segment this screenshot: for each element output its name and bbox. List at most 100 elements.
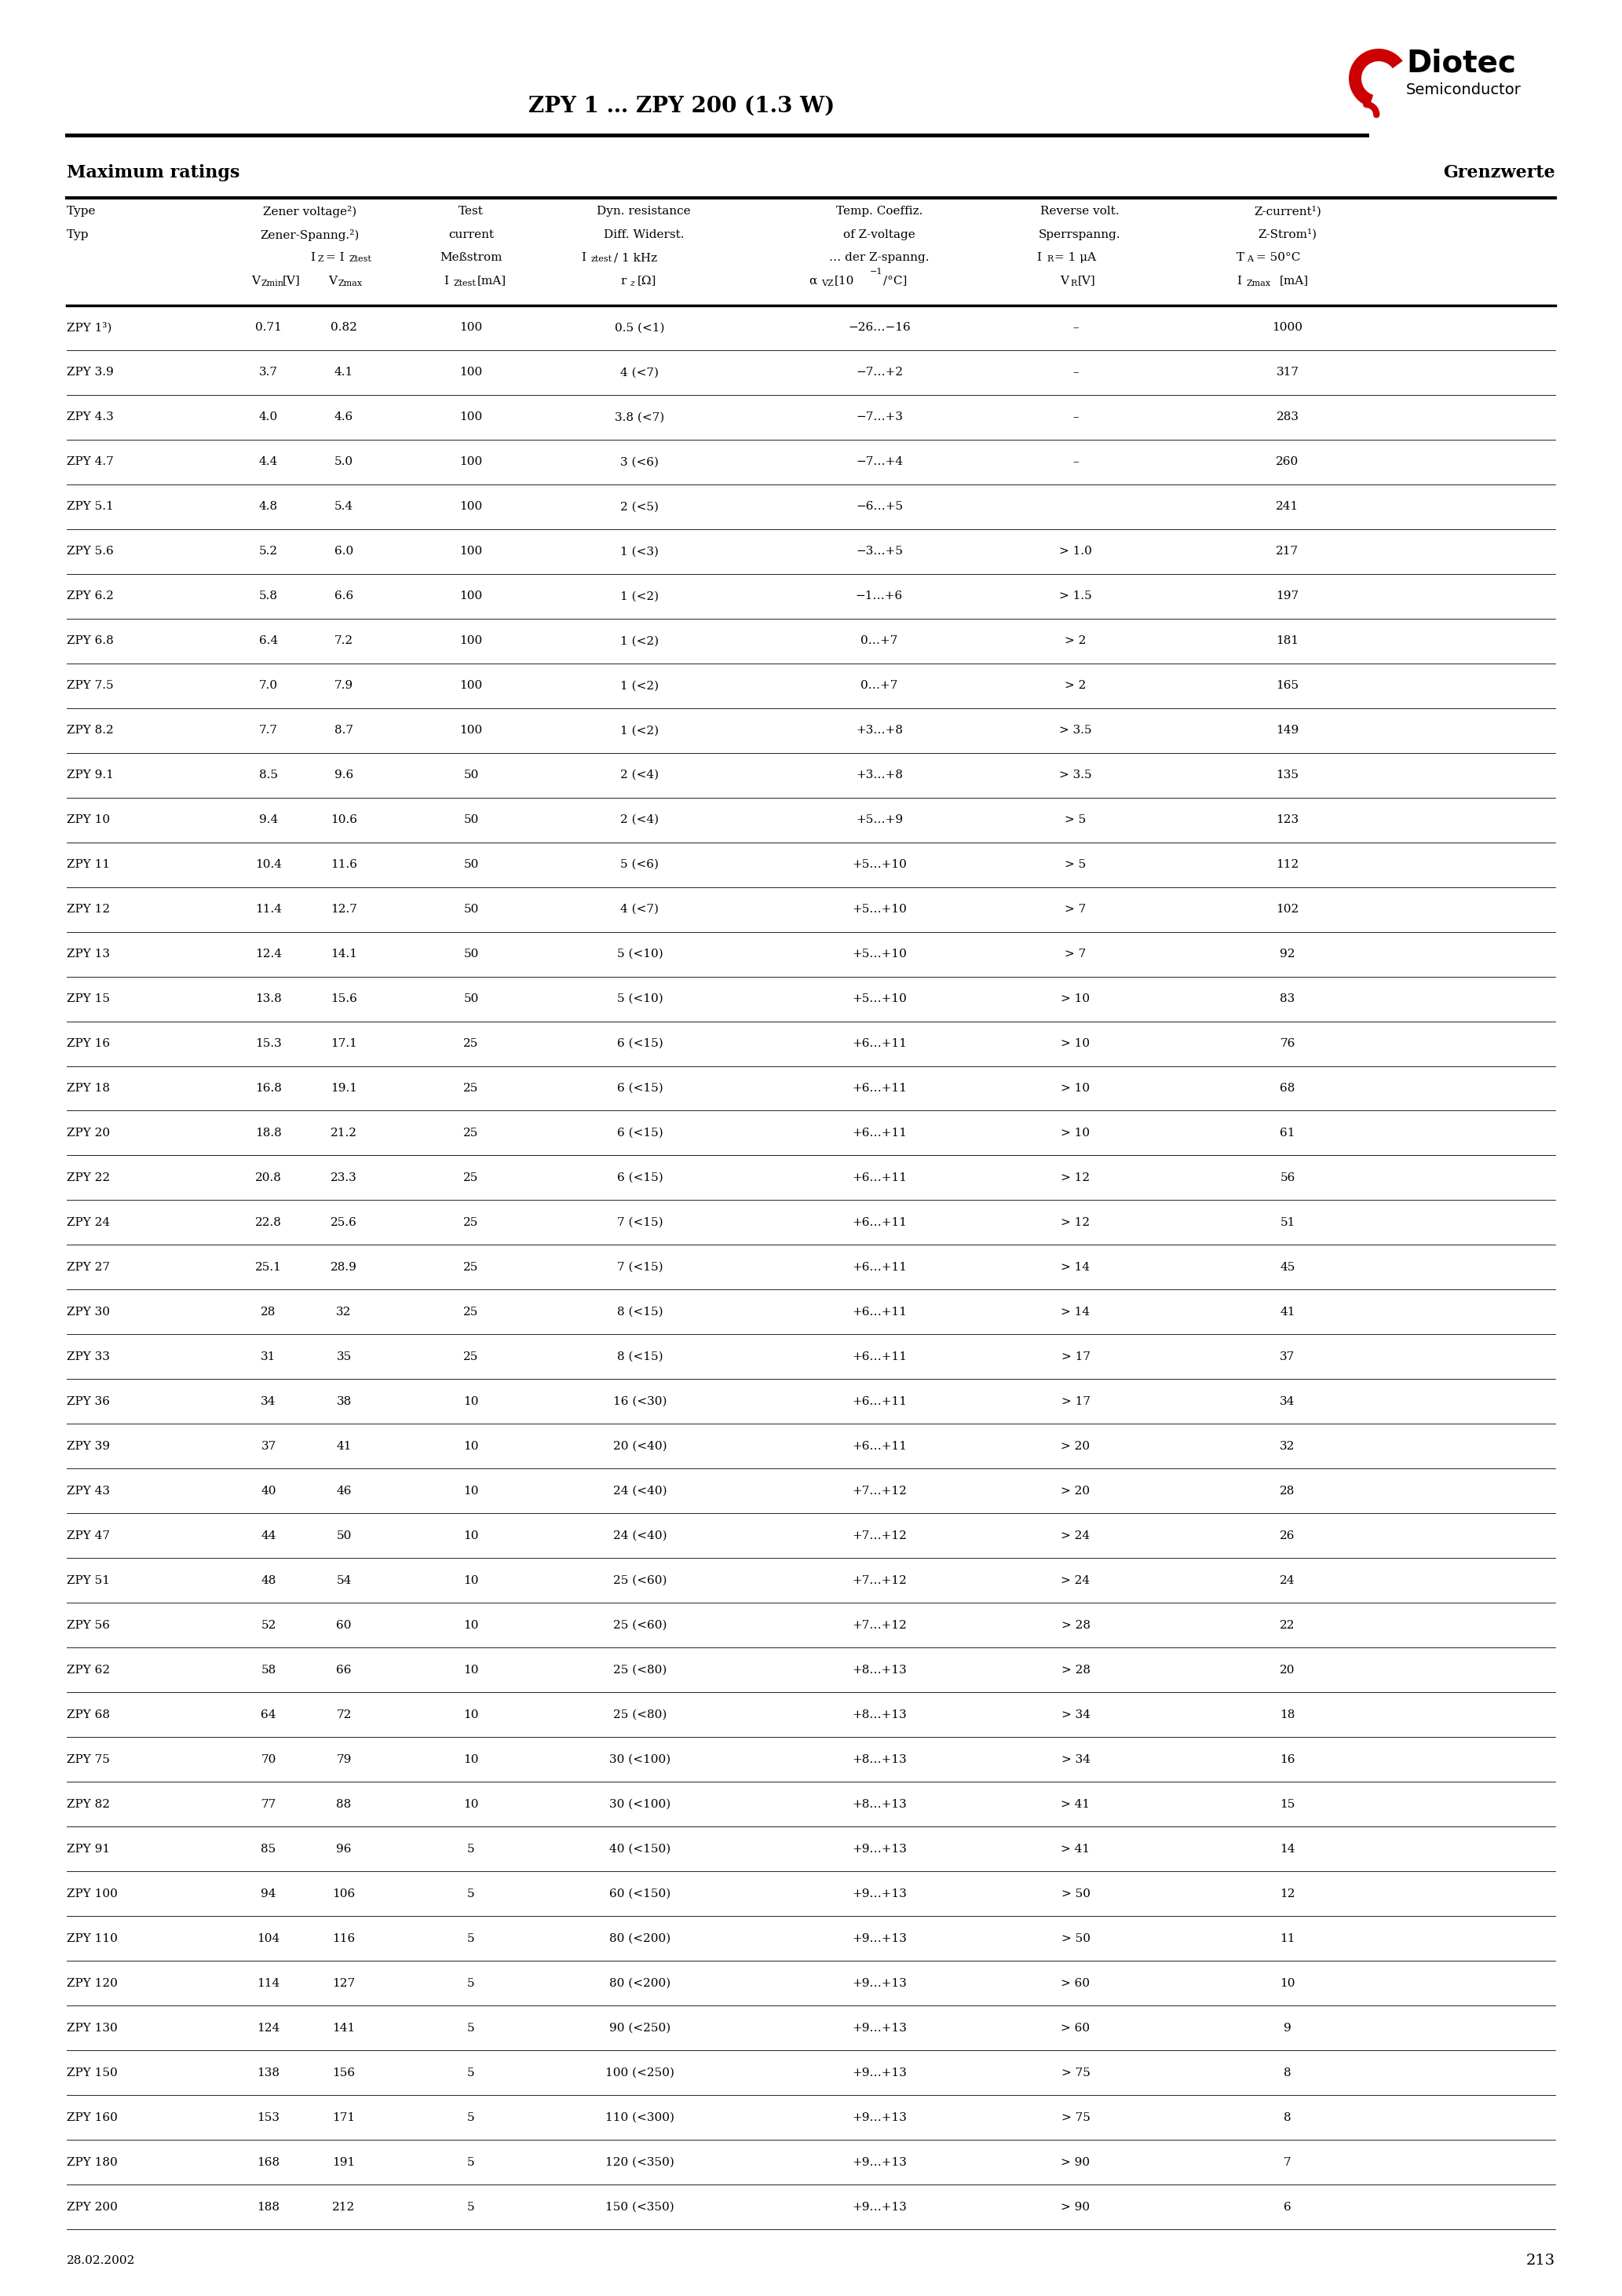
Text: R: R bbox=[1046, 255, 1053, 264]
Text: 92: 92 bbox=[1280, 948, 1296, 960]
Text: R: R bbox=[1071, 280, 1077, 287]
Text: 15: 15 bbox=[1280, 1798, 1294, 1809]
Text: 6 (<15): 6 (<15) bbox=[616, 1127, 663, 1139]
Text: ZPY 27: ZPY 27 bbox=[67, 1263, 110, 1272]
Text: /°C]: /°C] bbox=[884, 276, 907, 287]
Text: ztest: ztest bbox=[590, 255, 613, 264]
Text: [Ω]: [Ω] bbox=[637, 276, 657, 287]
Text: > 2: > 2 bbox=[1064, 636, 1087, 647]
Text: +7…+12: +7…+12 bbox=[852, 1575, 907, 1587]
Text: 7.7: 7.7 bbox=[260, 726, 277, 737]
Text: ZPY 10: ZPY 10 bbox=[67, 815, 110, 824]
Text: > 34: > 34 bbox=[1061, 1708, 1090, 1720]
Text: −7…+3: −7…+3 bbox=[856, 411, 903, 422]
Text: 5: 5 bbox=[467, 1933, 475, 1945]
Text: 48: 48 bbox=[261, 1575, 276, 1587]
Text: = 1 μA: = 1 μA bbox=[1054, 253, 1096, 264]
Text: [10: [10 bbox=[835, 276, 855, 287]
Text: 18.8: 18.8 bbox=[255, 1127, 282, 1139]
Text: 123: 123 bbox=[1277, 815, 1299, 824]
Text: Typ: Typ bbox=[67, 230, 89, 239]
Text: 77: 77 bbox=[261, 1798, 276, 1809]
Text: 96: 96 bbox=[336, 1844, 352, 1855]
Text: > 17: > 17 bbox=[1061, 1352, 1090, 1362]
Text: ZPY 9.1: ZPY 9.1 bbox=[67, 769, 114, 781]
Text: > 90: > 90 bbox=[1061, 2202, 1090, 2213]
Text: ZPY 43: ZPY 43 bbox=[67, 1486, 110, 1497]
Text: 5: 5 bbox=[467, 2156, 475, 2167]
Text: 37: 37 bbox=[1280, 1352, 1294, 1362]
Text: > 75: > 75 bbox=[1061, 2066, 1090, 2078]
Text: +7…+12: +7…+12 bbox=[852, 1486, 907, 1497]
Text: = 50°C: = 50°C bbox=[1255, 253, 1301, 264]
Text: Ztest: Ztest bbox=[454, 280, 477, 287]
Text: V: V bbox=[328, 276, 337, 287]
Text: 8: 8 bbox=[1283, 2112, 1291, 2124]
Text: ZPY 120: ZPY 120 bbox=[67, 1977, 118, 1988]
Text: 50: 50 bbox=[464, 769, 478, 781]
Text: 25 (<80): 25 (<80) bbox=[613, 1665, 667, 1676]
Text: Dyn. resistance: Dyn. resistance bbox=[597, 207, 691, 216]
Text: 25: 25 bbox=[464, 1127, 478, 1139]
Text: 7.9: 7.9 bbox=[334, 680, 354, 691]
Text: 21.2: 21.2 bbox=[331, 1127, 357, 1139]
Text: −1: −1 bbox=[869, 266, 882, 276]
Text: > 12: > 12 bbox=[1061, 1173, 1090, 1182]
Text: 191: 191 bbox=[333, 2156, 355, 2167]
Text: 100: 100 bbox=[459, 457, 482, 468]
Text: +8…+13: +8…+13 bbox=[852, 1798, 907, 1809]
Text: ZPY 68: ZPY 68 bbox=[67, 1708, 110, 1720]
Text: ZPY 6.2: ZPY 6.2 bbox=[67, 590, 114, 602]
Text: 124: 124 bbox=[256, 2023, 281, 2034]
Text: 50: 50 bbox=[464, 948, 478, 960]
Text: 8 (<15): 8 (<15) bbox=[616, 1352, 663, 1362]
Text: +5…+10: +5…+10 bbox=[852, 859, 907, 870]
Text: +5…+10: +5…+10 bbox=[852, 994, 907, 1003]
Text: 181: 181 bbox=[1277, 636, 1299, 647]
Text: 34: 34 bbox=[261, 1396, 276, 1407]
Text: 2 (<4): 2 (<4) bbox=[621, 769, 659, 781]
Text: ZPY 82: ZPY 82 bbox=[67, 1798, 110, 1809]
Text: ZPY 18: ZPY 18 bbox=[67, 1084, 110, 1093]
Text: 50: 50 bbox=[336, 1529, 352, 1541]
Text: 80 (<200): 80 (<200) bbox=[610, 1933, 670, 1945]
Text: 25: 25 bbox=[464, 1038, 478, 1049]
Text: 283: 283 bbox=[1277, 411, 1299, 422]
Text: > 28: > 28 bbox=[1061, 1619, 1090, 1630]
Text: ZPY 1 … ZPY 200 (1.3 W): ZPY 1 … ZPY 200 (1.3 W) bbox=[529, 96, 834, 117]
Text: +8…+13: +8…+13 bbox=[852, 1665, 907, 1676]
Text: 102: 102 bbox=[1277, 905, 1299, 914]
Text: 51: 51 bbox=[1280, 1217, 1294, 1228]
Text: 0…+7: 0…+7 bbox=[861, 636, 899, 647]
Text: I: I bbox=[1036, 253, 1041, 264]
Text: 25: 25 bbox=[464, 1306, 478, 1318]
Text: 8 (<15): 8 (<15) bbox=[616, 1306, 663, 1318]
Text: 10: 10 bbox=[464, 1708, 478, 1720]
Text: > 2: > 2 bbox=[1064, 680, 1087, 691]
Text: −7…+2: −7…+2 bbox=[856, 367, 903, 379]
Text: +8…+13: +8…+13 bbox=[852, 1754, 907, 1766]
Text: 25 (<60): 25 (<60) bbox=[613, 1575, 667, 1587]
Text: 8.7: 8.7 bbox=[334, 726, 354, 737]
Text: 6.4: 6.4 bbox=[260, 636, 277, 647]
Text: > 1.5: > 1.5 bbox=[1059, 590, 1092, 602]
Text: 149: 149 bbox=[1277, 726, 1299, 737]
Text: 7 (<15): 7 (<15) bbox=[616, 1263, 663, 1272]
Text: 213: 213 bbox=[1526, 2255, 1555, 2268]
Text: 7: 7 bbox=[1283, 2156, 1291, 2167]
Text: 58: 58 bbox=[261, 1665, 276, 1676]
Text: ZPY 36: ZPY 36 bbox=[67, 1396, 110, 1407]
Text: 150 (<350): 150 (<350) bbox=[605, 2202, 675, 2213]
Text: > 75: > 75 bbox=[1061, 2112, 1090, 2124]
Text: 7.2: 7.2 bbox=[334, 636, 354, 647]
Text: −3…+5: −3…+5 bbox=[856, 546, 903, 558]
Text: 10: 10 bbox=[464, 1665, 478, 1676]
Text: 4 (<7): 4 (<7) bbox=[621, 367, 659, 379]
Text: 11.4: 11.4 bbox=[255, 905, 282, 914]
Text: Grenzwerte: Grenzwerte bbox=[1444, 163, 1555, 181]
Text: −7…+4: −7…+4 bbox=[856, 457, 903, 468]
Text: 40: 40 bbox=[261, 1486, 276, 1497]
Text: ZPY 4.7: ZPY 4.7 bbox=[67, 457, 114, 468]
Text: 1 (<2): 1 (<2) bbox=[621, 636, 659, 647]
Text: 30 (<100): 30 (<100) bbox=[610, 1798, 670, 1809]
